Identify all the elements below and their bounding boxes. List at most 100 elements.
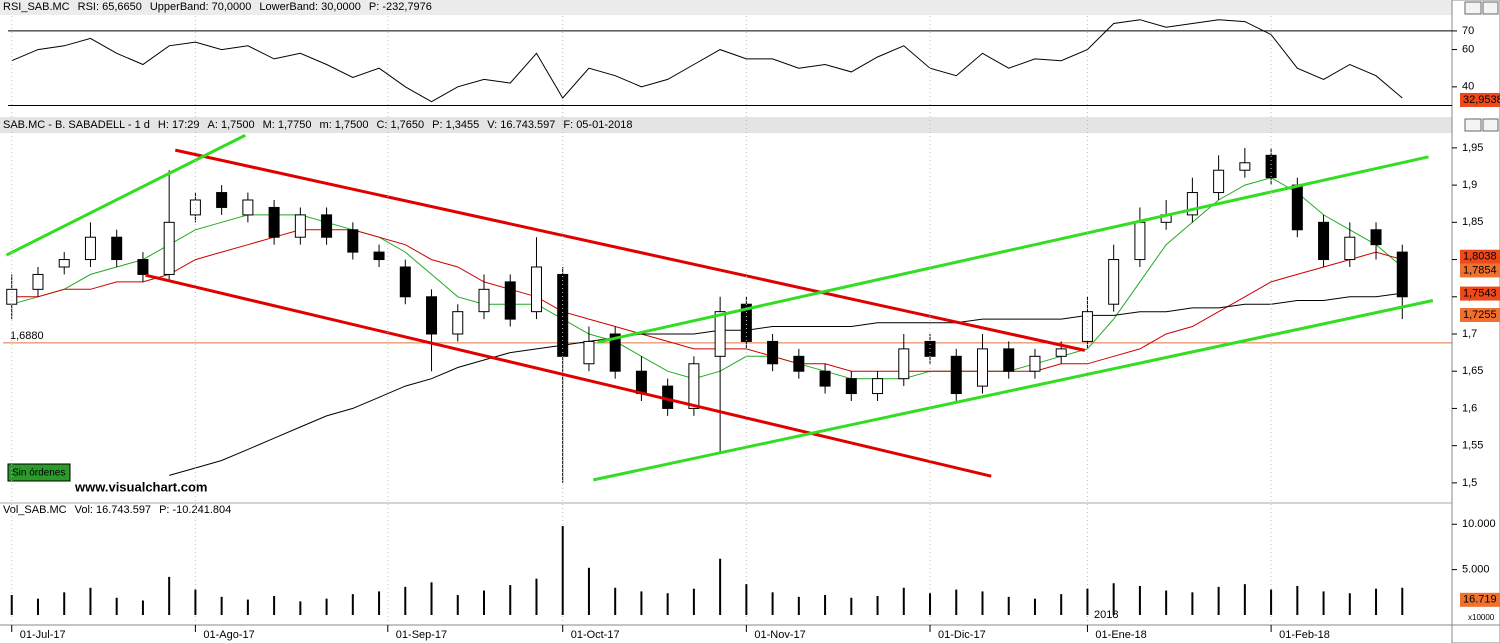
volume-bar: [509, 585, 512, 615]
candle-body: [347, 229, 359, 253]
volume-bar: [876, 595, 879, 615]
volume-bar: [535, 578, 538, 615]
value-tag-label: 32,9538: [1463, 94, 1500, 106]
candle-body: [714, 311, 726, 357]
value-tag-label: 1,8038: [1463, 251, 1497, 263]
candle-body: [321, 214, 333, 238]
volume-bar: [640, 591, 643, 615]
value-tag-label: 1,7543: [1463, 287, 1497, 299]
candle-body: [268, 206, 280, 238]
volume-bar: [1165, 590, 1168, 615]
candle-body: [216, 192, 228, 208]
window-button[interactable]: [1464, 118, 1482, 132]
x-tick-label: 01-Oct-17: [571, 629, 620, 641]
volume-bar: [902, 587, 905, 615]
header-text: SAB.MC - B. SABADELL - 1 d: [3, 119, 150, 131]
y-tick-label: 1,7: [1462, 328, 1477, 340]
volume-bar: [824, 595, 827, 615]
volume-bar: [1217, 586, 1220, 615]
candle-body: [767, 340, 779, 365]
volume-bar: [1322, 591, 1325, 615]
candle-body: [1239, 162, 1251, 171]
candle-body: [58, 259, 70, 268]
volume-bar: [404, 586, 407, 615]
status-text: Sin órdenes: [12, 468, 65, 479]
candle-body: [1344, 236, 1356, 261]
header-text: A: 1,7500: [208, 119, 255, 131]
volume-bar: [850, 597, 853, 615]
volume-bar: [10, 595, 13, 615]
volume-bar: [325, 598, 328, 615]
volume-bar: [194, 589, 197, 615]
x-tick-label: 01-Dic-17: [938, 629, 986, 641]
volume-bar: [299, 601, 302, 615]
candle-body: [111, 236, 123, 261]
volume-bar: [561, 526, 564, 615]
candle-body: [32, 273, 44, 290]
value-tag: [1460, 263, 1500, 278]
x-tick-label: 01-Ago-17: [203, 629, 254, 641]
value-tag-label: 16.719: [1463, 594, 1497, 606]
volume-bar: [1401, 587, 1404, 615]
trend-line: [145, 273, 992, 478]
header-text: m: 1,7500: [320, 119, 369, 131]
x-tick-label: 01-Nov-17: [754, 629, 805, 641]
volume-bar: [1033, 598, 1036, 615]
volume-bar: [1296, 585, 1299, 615]
candle-body: [1396, 251, 1408, 298]
candle-body: [1291, 184, 1303, 231]
candle-body: [294, 214, 306, 238]
volume-bar: [719, 558, 722, 615]
level-label: 1,6880: [10, 330, 44, 342]
volume-bar: [273, 595, 276, 615]
volume-bar: [351, 594, 354, 615]
value-tag-label: 1,7255: [1463, 309, 1497, 321]
volume-bar: [587, 567, 590, 615]
candle-body: [1081, 311, 1093, 342]
series-line: [11, 229, 1403, 372]
window-button[interactable]: [1464, 1, 1482, 15]
volume-bar: [929, 593, 932, 615]
candle-body: [530, 266, 542, 313]
unit-label: x10000: [1468, 613, 1495, 622]
candle-body: [137, 259, 149, 275]
candle-body: [976, 348, 988, 387]
candle-body: [950, 355, 962, 395]
volume-bar: [1060, 594, 1063, 615]
y-tick-label: 10.000: [1462, 518, 1496, 530]
volume-bar: [141, 600, 144, 615]
watermark: www.visualchart.com: [74, 479, 207, 494]
candle-body: [452, 311, 464, 335]
volume-bar: [1007, 596, 1010, 615]
header-text: P: 1,3455: [432, 119, 479, 131]
y-tick-label: 60: [1462, 43, 1474, 55]
volume-bar: [168, 576, 171, 615]
header-text: UpperBand: 70,0000: [150, 1, 252, 13]
candle-body: [84, 236, 96, 261]
candle-body: [793, 355, 805, 372]
trend-line: [593, 299, 1434, 482]
volume-bar: [89, 587, 92, 615]
trend-line: [597, 155, 1429, 344]
candle-body: [688, 363, 700, 409]
window-button[interactable]: [1482, 118, 1499, 132]
candle-body: [163, 221, 175, 275]
volume-bar: [666, 593, 669, 615]
volume-bar: [692, 588, 695, 615]
candle-body: [609, 333, 621, 372]
candle-body: [1213, 169, 1225, 194]
header-text: P: -10.241.804: [159, 504, 231, 516]
x-tick-label: 01-Ene-18: [1095, 629, 1146, 641]
candle-body: [872, 378, 884, 395]
candle-body: [819, 370, 831, 387]
header-text: RSI: 65,6650: [78, 1, 142, 13]
header-text: LowerBand: 30,0000: [259, 1, 361, 13]
x-tick-label: 01-Feb-18: [1279, 629, 1330, 641]
volume-bar: [115, 597, 118, 615]
candle-body: [1370, 229, 1382, 246]
trend-line: [174, 148, 1086, 352]
candle-body: [1134, 221, 1146, 261]
value-tag: [1460, 286, 1500, 301]
window-button[interactable]: [1482, 1, 1499, 15]
header-bar: [0, 117, 1500, 133]
